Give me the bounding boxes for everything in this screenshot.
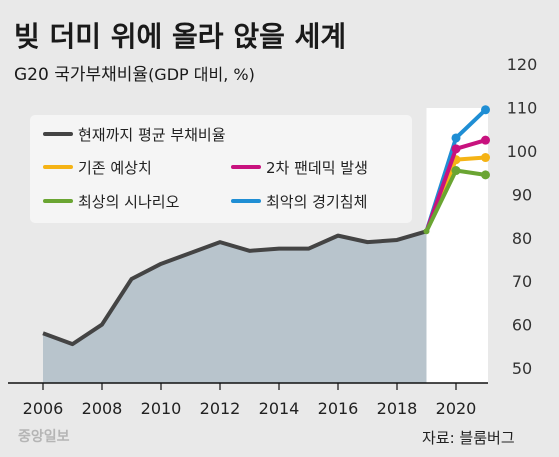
legend-box: [30, 115, 412, 223]
y-tick-label: 80: [512, 229, 532, 248]
y-tick-label: 50: [512, 359, 532, 378]
source-text: 자료: 블룸버그: [422, 429, 515, 447]
plot-area: [42, 105, 490, 383]
legend-label: 2차 팬데믹 발생: [266, 159, 368, 177]
point-scenario-2: [451, 144, 461, 154]
x-tick-label: 2020: [436, 399, 477, 418]
chart-subtitle: G20 국가부채비율(GDP 대비, %): [14, 65, 255, 85]
y-tick-label: 110: [507, 99, 538, 118]
y-tick-label: 120: [507, 55, 538, 74]
x-tick-label: 2016: [318, 399, 359, 418]
point-scenario-2: [481, 135, 490, 145]
y-axis: 50 60 70 80 90 100 110 120: [507, 55, 538, 378]
legend-label: 현재까지 평균 부채비율: [78, 126, 226, 144]
point-scenario-4: [451, 133, 461, 143]
x-tick-label: 2014: [259, 399, 300, 418]
y-tick-label: 70: [512, 272, 532, 291]
legend-label: 기존 예상치: [78, 159, 152, 177]
logo-text: 중앙일보: [18, 428, 70, 445]
x-tick-label: 2008: [82, 399, 123, 418]
y-tick-label: 100: [507, 142, 538, 161]
chart-title: 빚 더미 위에 올라 앉을 세계: [14, 20, 346, 53]
point-scenario-1: [481, 153, 490, 163]
x-tick-label: 2018: [377, 399, 418, 418]
forecast-band: [426, 108, 488, 383]
x-tick-label: 2010: [141, 399, 182, 418]
x-tick-label: 2012: [200, 399, 241, 418]
line-historical: [42, 229, 428, 347]
y-tick-label: 90: [512, 185, 532, 204]
y-tick-label: 60: [512, 316, 532, 335]
subtitle-unit: (GDP 대비, %): [148, 65, 255, 84]
legend-label: 최악의 경기침체: [266, 193, 367, 211]
legend-label: 최상의 시나리오: [78, 193, 180, 211]
area-historical: [43, 231, 427, 383]
point-scenario-3: [481, 170, 490, 180]
subtitle-main: G20 국가부채비율: [14, 65, 148, 85]
point-origin: [423, 228, 430, 235]
point-scenario-3: [451, 166, 461, 176]
x-tick-label: 2006: [23, 399, 64, 418]
point-scenario-4: [481, 105, 490, 115]
x-axis: 2006 2008 2010 2012 2014 2016 2018 2020: [8, 382, 488, 418]
